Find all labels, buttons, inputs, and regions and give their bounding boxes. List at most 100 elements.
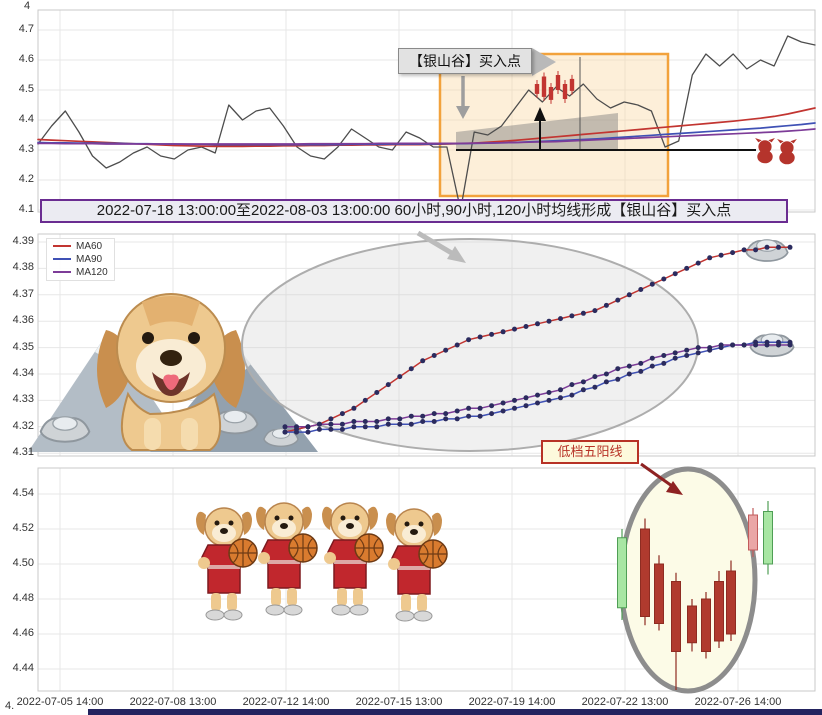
data-point-dot — [649, 355, 655, 361]
data-point-dot — [638, 368, 644, 374]
y-axis-tick-label: 4.44 — [12, 662, 34, 674]
x-axis-label: 2022-07-26 14:00 — [694, 696, 782, 708]
data-point-dot — [512, 397, 517, 403]
zoom-arrow — [416, 230, 457, 258]
y-axis-tick-label: 4.5 — [18, 83, 34, 95]
partial-axis-label: 4. — [5, 700, 15, 712]
data-point-dot — [592, 374, 598, 380]
y-axis-tick-label: 4.6 — [18, 53, 34, 65]
data-point-dot — [580, 310, 586, 316]
red-dog-icon — [777, 139, 797, 165]
data-point-dot — [592, 384, 598, 390]
zoom-arrow-head — [447, 246, 466, 263]
data-point-dot — [764, 342, 770, 348]
data-point-dot — [580, 387, 586, 393]
data-point-dot — [523, 324, 529, 329]
legend-item-ma60: MA60 — [53, 240, 108, 253]
data-point-dot — [305, 424, 311, 430]
y-axis-tick-label: 4.2 — [18, 173, 34, 185]
data-point-dot — [592, 308, 598, 314]
data-point-dot — [512, 326, 517, 332]
data-point-dot — [535, 400, 540, 406]
up-arrow-head — [534, 107, 546, 121]
y-axis-tick-label: 4.46 — [12, 627, 34, 639]
data-point-dot — [385, 416, 391, 422]
basketball-dog-mascot — [385, 508, 448, 622]
data-point-dot — [626, 292, 632, 298]
candle-body — [763, 511, 773, 565]
data-point-dot — [282, 424, 288, 430]
red-dog-icon — [755, 138, 775, 164]
data-point-dot — [695, 345, 701, 351]
data-point-dot — [776, 244, 781, 250]
y-axis-tick-label: 4.33 — [12, 393, 34, 406]
candle-body — [726, 570, 736, 635]
y-axis-tick-label: 4.50 — [12, 557, 34, 569]
y-axis-tick-label: 4.39 — [12, 235, 34, 247]
silver-ingot-icon — [39, 415, 91, 443]
data-point-dot — [661, 360, 667, 366]
data-point-dot — [580, 379, 586, 385]
data-point-dot — [512, 405, 517, 411]
data-point-dot — [684, 265, 690, 271]
legend-label: MA120 — [76, 267, 108, 278]
data-point-dot — [569, 313, 575, 319]
data-point-dot — [776, 342, 781, 348]
panel-border — [37, 233, 816, 457]
data-point-dot — [535, 321, 540, 327]
y-axis-tick-label: 4.38 — [12, 261, 34, 274]
data-point-dot — [730, 250, 736, 256]
data-point-dot — [558, 395, 563, 401]
panel-border — [37, 9, 816, 213]
data-point-dot — [695, 350, 701, 356]
ma60-swatch — [53, 245, 71, 248]
data-point-dot — [443, 416, 449, 422]
basketball-dog-mascot — [195, 507, 258, 621]
data-point-dot — [328, 421, 334, 427]
data-point-dot — [649, 363, 655, 369]
data-point-dot — [374, 390, 380, 395]
basketball-dog-mascot — [321, 502, 384, 616]
data-point-dot — [294, 424, 299, 430]
data-point-dot — [718, 342, 724, 348]
data-point-dot — [546, 390, 552, 395]
data-point-dot — [408, 413, 414, 419]
data-point-dot — [408, 421, 414, 427]
five-yang-arrow — [640, 462, 673, 488]
data-point-dot — [351, 405, 357, 411]
partial-top-label: 4 — [24, 0, 31, 12]
y-axis-tick-label: 4.54 — [12, 487, 34, 499]
data-point-dot — [282, 429, 288, 435]
data-point-dot — [466, 413, 472, 419]
data-point-dot — [385, 421, 391, 427]
x-axis-label: 2022-07-15 13:00 — [355, 696, 443, 708]
data-point-dot — [546, 397, 552, 403]
silver-valley-highlight-box — [438, 52, 670, 198]
data-point-dot — [684, 347, 690, 353]
ma90-swatch — [53, 258, 71, 261]
data-point-dot — [362, 419, 368, 424]
five-yang-label: 低档五阳线 — [541, 440, 639, 464]
data-point-dot — [385, 382, 391, 388]
data-point-dot — [500, 400, 506, 406]
data-point-dot — [374, 419, 380, 424]
y-axis-tick-label: 4.3 — [18, 143, 34, 155]
data-point-dot — [661, 276, 667, 282]
mini-candle-body — [548, 87, 554, 100]
legend-item-ma90: MA90 — [53, 253, 108, 266]
label-right-arrow-icon — [532, 48, 556, 76]
data-point-dot — [753, 342, 759, 348]
data-point-dot — [523, 403, 529, 409]
candle-body — [654, 563, 664, 624]
data-point-dot — [672, 355, 678, 361]
mini-candle-body — [534, 84, 540, 94]
x-axis-label: 2022-07-19 14:00 — [468, 696, 556, 708]
ma120-swatch — [53, 271, 71, 274]
data-point-dot — [730, 342, 736, 348]
data-point-dot — [443, 411, 449, 417]
data-point-dot — [420, 419, 426, 424]
series-line-MA60 — [37, 107, 816, 148]
candle-body — [617, 537, 627, 609]
data-point-dot — [305, 429, 311, 435]
data-point-dot — [661, 353, 667, 358]
